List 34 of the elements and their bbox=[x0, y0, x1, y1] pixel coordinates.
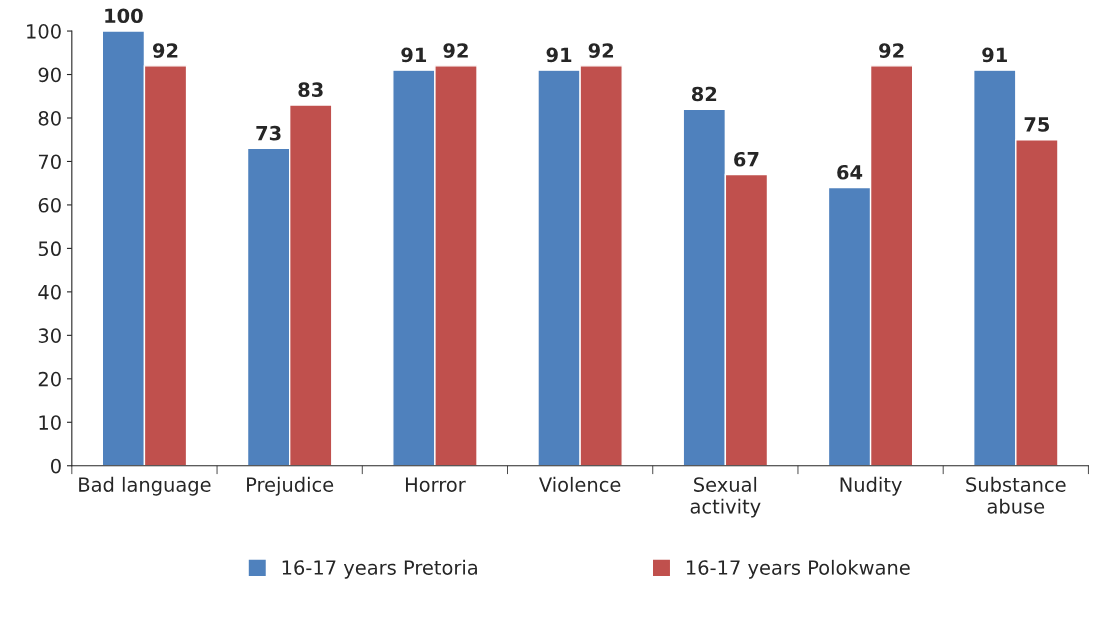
y-tick-label: 20 bbox=[38, 371, 61, 387]
data-label: 82 bbox=[691, 86, 717, 102]
y-tick-label: 60 bbox=[38, 197, 61, 213]
y-tick-label: 70 bbox=[38, 154, 61, 170]
data-label: 100 bbox=[105, 8, 143, 24]
data-label: 91 bbox=[982, 47, 1007, 63]
y-tick-label: 90 bbox=[38, 67, 61, 83]
y-tick-label: 10 bbox=[39, 415, 61, 430]
x-tick-label: Bad language bbox=[79, 476, 211, 496]
data-label: 67 bbox=[734, 151, 759, 167]
y-tick-label: 30 bbox=[38, 328, 61, 343]
data-label: 92 bbox=[879, 43, 904, 58]
x-tick-label: Substance abuse bbox=[966, 476, 1066, 514]
data-label: 92 bbox=[588, 43, 614, 58]
data-label: 75 bbox=[1024, 117, 1050, 132]
data-label: 83 bbox=[298, 82, 323, 98]
x-tick-label: Violence bbox=[539, 476, 621, 492]
data-label: 91 bbox=[401, 47, 427, 63]
data-label: 91 bbox=[546, 47, 572, 63]
y-tick-label: 50 bbox=[38, 241, 61, 257]
y-tick-label: 0 bbox=[51, 458, 61, 474]
data-label: 64 bbox=[837, 164, 863, 180]
y-tick-label: 100 bbox=[27, 24, 61, 39]
data-label: 92 bbox=[152, 43, 178, 58]
x-tick-label: Prejudice bbox=[247, 476, 334, 496]
x-tick-label: Nudity bbox=[840, 476, 902, 496]
legend-label: 16-17 years Pretoria bbox=[282, 559, 477, 579]
x-tick-label: Horror bbox=[405, 477, 466, 492]
y-tick-label: 80 bbox=[38, 110, 61, 126]
data-label: 92 bbox=[443, 43, 468, 58]
data-label: 73 bbox=[256, 125, 281, 141]
y-tick-label: 40 bbox=[38, 284, 61, 300]
x-tick-label: Sexual activity bbox=[690, 476, 761, 518]
legend-label: 16-17 years Polokwane bbox=[686, 559, 910, 579]
